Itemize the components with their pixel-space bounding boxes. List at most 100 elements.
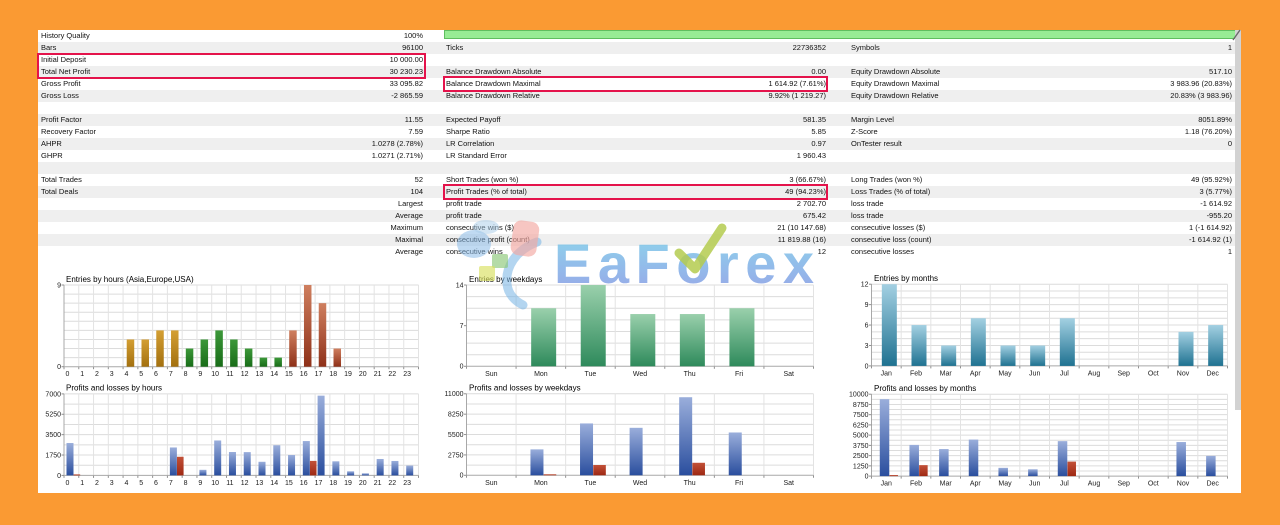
svg-text:4: 4 [125, 371, 129, 378]
svg-text:Mon: Mon [534, 480, 548, 487]
svg-text:Jul: Jul [1060, 370, 1069, 377]
svg-text:Thu: Thu [684, 480, 696, 487]
svg-text:Tue: Tue [584, 371, 596, 378]
svg-text:Aug: Aug [1088, 370, 1101, 377]
svg-text:18: 18 [329, 371, 337, 378]
svg-text:May: May [998, 481, 1012, 488]
svg-text:Sep: Sep [1117, 481, 1130, 488]
svg-text:14: 14 [270, 480, 278, 487]
svg-text:0: 0 [57, 473, 61, 480]
svg-text:Feb: Feb [910, 370, 922, 377]
svg-text:Sat: Sat [783, 371, 794, 378]
svg-text:May: May [998, 370, 1012, 377]
svg-text:Feb: Feb [910, 481, 922, 488]
svg-text:Sep: Sep [1117, 370, 1130, 377]
svg-text:Jul: Jul [1060, 481, 1069, 488]
svg-text:19: 19 [344, 480, 352, 487]
svg-text:1: 1 [80, 371, 84, 378]
svg-text:10000: 10000 [849, 392, 869, 399]
svg-text:7: 7 [460, 323, 464, 330]
svg-text:20: 20 [359, 480, 367, 487]
svg-text:Nov: Nov [1177, 481, 1190, 488]
svg-text:Jan: Jan [881, 370, 892, 377]
svg-text:7: 7 [169, 480, 173, 487]
svg-text:10: 10 [211, 371, 219, 378]
svg-text:Sat: Sat [783, 480, 794, 487]
svg-text:Wed: Wed [633, 480, 647, 487]
svg-text:Profits and losses by weekdays: Profits and losses by weekdays [469, 384, 581, 393]
svg-text:7500: 7500 [853, 412, 869, 419]
svg-text:Tue: Tue [584, 480, 596, 487]
svg-text:17: 17 [315, 371, 323, 378]
svg-text:Fri: Fri [735, 371, 744, 378]
svg-text:Wed: Wed [633, 371, 647, 378]
svg-text:6: 6 [154, 371, 158, 378]
svg-text:21: 21 [374, 480, 382, 487]
svg-text:Oct: Oct [1148, 370, 1159, 377]
svg-text:14: 14 [456, 282, 464, 289]
svg-text:9: 9 [57, 282, 61, 289]
svg-text:11000: 11000 [445, 391, 464, 398]
svg-text:15: 15 [285, 371, 293, 378]
svg-text:Jun: Jun [1029, 370, 1040, 377]
svg-text:Jan: Jan [881, 481, 892, 488]
svg-text:2500: 2500 [853, 453, 869, 460]
svg-text:1250: 1250 [853, 463, 869, 470]
svg-text:2: 2 [95, 480, 99, 487]
svg-text:6: 6 [154, 480, 158, 487]
svg-text:5: 5 [139, 371, 143, 378]
svg-text:Jun: Jun [1029, 481, 1040, 488]
svg-text:16: 16 [300, 371, 308, 378]
svg-text:13: 13 [256, 480, 264, 487]
svg-text:9: 9 [198, 371, 202, 378]
svg-text:23: 23 [403, 480, 411, 487]
svg-text:Apr: Apr [970, 481, 982, 488]
svg-text:1: 1 [80, 480, 84, 487]
svg-text:Fri: Fri [735, 480, 744, 487]
svg-text:5: 5 [139, 480, 143, 487]
svg-text:6250: 6250 [853, 422, 869, 429]
svg-text:Thu: Thu [684, 371, 696, 378]
svg-text:Mar: Mar [940, 481, 953, 488]
svg-text:3500: 3500 [45, 432, 61, 439]
svg-text:0: 0 [65, 480, 69, 487]
svg-text:21: 21 [374, 371, 382, 378]
svg-text:23: 23 [403, 371, 411, 378]
svg-text:9: 9 [198, 480, 202, 487]
svg-text:Mar: Mar [940, 370, 953, 377]
svg-text:1750: 1750 [45, 452, 61, 459]
svg-text:0: 0 [57, 364, 61, 371]
svg-text:8750: 8750 [853, 402, 869, 409]
svg-text:Apr: Apr [970, 370, 982, 377]
svg-text:2: 2 [95, 371, 99, 378]
svg-text:2750: 2750 [448, 452, 464, 459]
svg-text:Oct: Oct [1148, 481, 1159, 488]
svg-text:18: 18 [329, 480, 337, 487]
svg-text:Aug: Aug [1088, 481, 1101, 488]
svg-text:Mon: Mon [534, 371, 548, 378]
svg-text:22: 22 [388, 480, 396, 487]
svg-text:0: 0 [865, 363, 869, 370]
svg-text:9: 9 [865, 302, 869, 309]
svg-text:17: 17 [315, 480, 323, 487]
svg-text:3750: 3750 [853, 443, 869, 450]
svg-text:5250: 5250 [45, 412, 61, 419]
svg-text:Sun: Sun [485, 371, 498, 378]
svg-text:0: 0 [460, 473, 464, 480]
svg-text:12: 12 [861, 282, 869, 289]
svg-text:0: 0 [65, 371, 69, 378]
svg-text:Dec: Dec [1206, 481, 1219, 488]
svg-text:3: 3 [110, 371, 114, 378]
svg-text:Sun: Sun [485, 480, 498, 487]
svg-text:19: 19 [344, 371, 352, 378]
svg-text:Entries by hours (Asia,Europe,: Entries by hours (Asia,Europe,USA) [66, 275, 194, 284]
svg-text:0: 0 [865, 474, 869, 481]
svg-text:3: 3 [110, 480, 114, 487]
svg-text:Dec: Dec [1206, 370, 1219, 377]
svg-text:3: 3 [865, 343, 869, 350]
svg-text:16: 16 [300, 480, 308, 487]
svg-text:6: 6 [865, 322, 869, 329]
svg-text:12: 12 [241, 480, 249, 487]
svg-text:8: 8 [184, 371, 188, 378]
svg-text:0: 0 [460, 364, 464, 371]
